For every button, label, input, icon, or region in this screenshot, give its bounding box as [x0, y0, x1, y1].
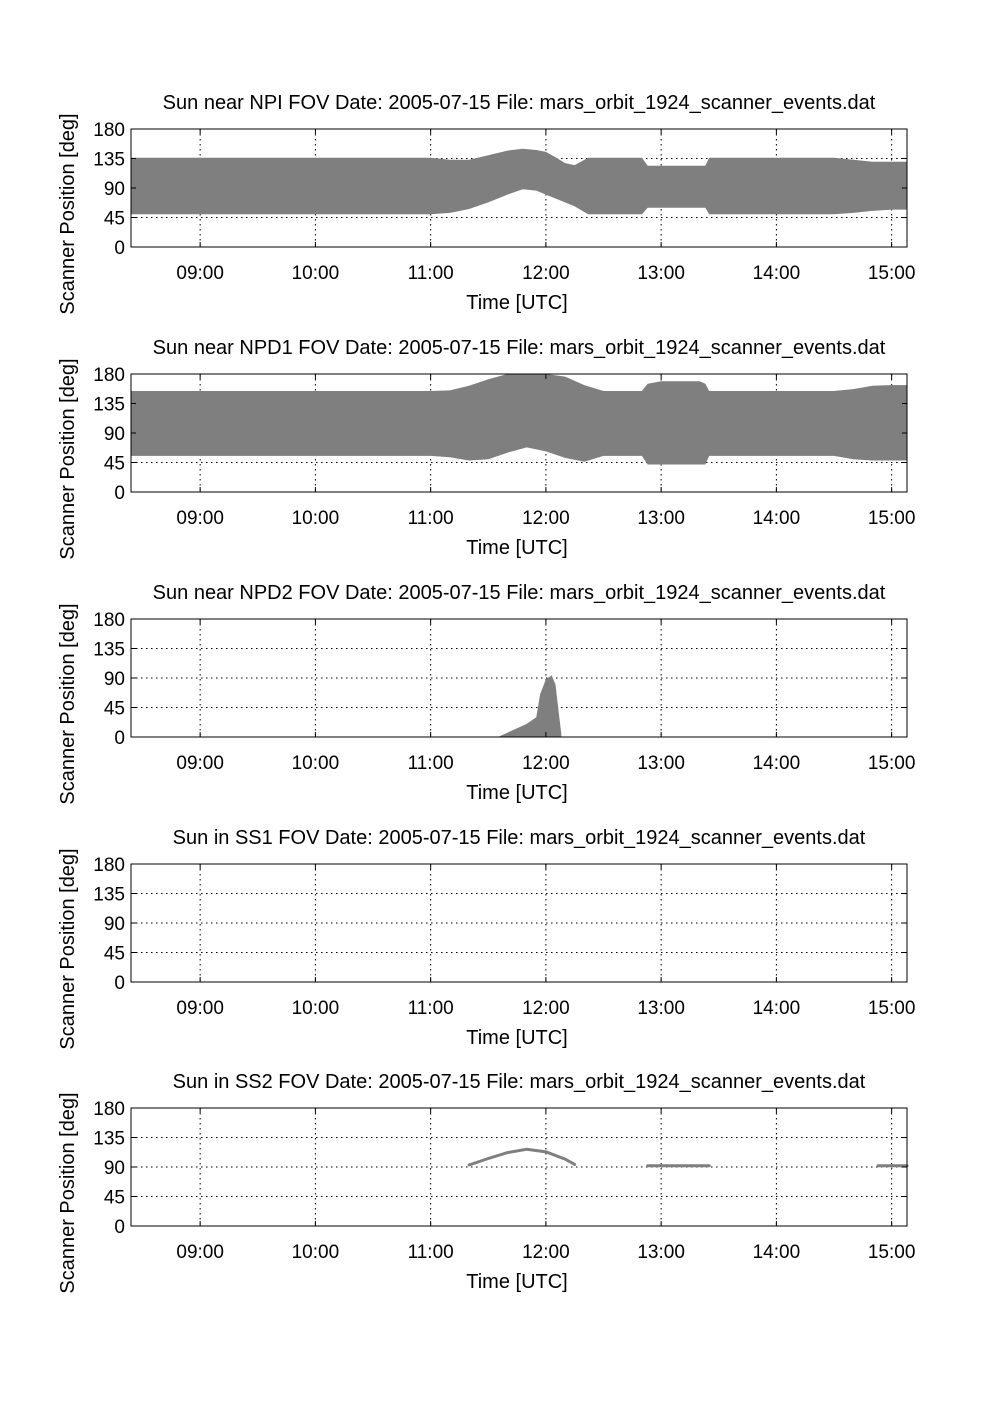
x-tick-label: 14:00: [753, 508, 801, 529]
x-tick-label: 15:00: [868, 753, 916, 774]
x-tick-label: 11:00: [408, 263, 454, 284]
chart-panel-3: Sun near NPD2 FOV Date: 2005-07-15 File:…: [57, 582, 915, 805]
x-tick-label: 15:00: [868, 998, 916, 1019]
y-tick-label: 90: [104, 424, 125, 445]
y-tick-label: 135: [93, 885, 125, 906]
x-axis-label: Time [UTC]: [466, 1027, 567, 1049]
y-tick-label: 180: [93, 120, 125, 141]
y-tick-label: 0: [114, 238, 125, 259]
data-area-series-1: [131, 148, 907, 215]
x-tick-label: 15:00: [868, 1242, 916, 1263]
y-tick-label: 45: [104, 699, 125, 720]
y-tick-label: 180: [93, 1099, 125, 1120]
chart-panel-5: Sun in SS2 FOV Date: 2005-07-15 File: ma…: [57, 1071, 915, 1294]
y-tick-label: 180: [93, 855, 125, 876]
x-tick-label: 11:00: [408, 998, 454, 1019]
x-tick-label: 11:00: [408, 508, 454, 529]
x-tick-label: 14:00: [753, 1242, 801, 1263]
x-tick-label: 13:00: [637, 263, 685, 284]
chart-panel-4: Sun in SS1 FOV Date: 2005-07-15 File: ma…: [57, 827, 915, 1050]
x-tick-label: 10:00: [292, 998, 340, 1019]
y-tick-label: 0: [114, 483, 125, 504]
x-tick-label: 13:00: [637, 753, 685, 774]
x-tick-label: 11:00: [408, 1242, 454, 1263]
x-tick-label: 09:00: [176, 998, 224, 1019]
y-axis-label: Scanner Position [deg]: [57, 358, 79, 559]
x-tick-label: 09:00: [176, 753, 224, 774]
x-tick-label: 09:00: [176, 508, 224, 529]
x-tick-label: 09:00: [176, 263, 224, 284]
x-tick-label: 15:00: [868, 263, 916, 284]
x-axis-label: Time [UTC]: [466, 537, 567, 559]
y-tick-label: 90: [104, 179, 125, 200]
y-tick-label: 0: [114, 728, 125, 749]
x-tick-label: 10:00: [292, 1242, 340, 1263]
x-tick-label: 12:00: [522, 263, 570, 284]
chart-title: Sun near NPD1 FOV Date: 2005-07-15 File:…: [153, 337, 886, 359]
y-tick-label: 135: [93, 395, 125, 416]
chart-title: Sun near NPD2 FOV Date: 2005-07-15 File:…: [153, 582, 886, 604]
y-tick-label: 45: [104, 454, 125, 475]
x-tick-label: 14:00: [753, 753, 801, 774]
x-tick-label: 12:00: [522, 998, 570, 1019]
x-axis-label: Time [UTC]: [466, 782, 567, 804]
y-tick-label: 45: [104, 944, 125, 965]
x-tick-label: 10:00: [292, 263, 340, 284]
x-tick-label: 12:00: [522, 753, 570, 774]
chart-title: Sun in SS1 FOV Date: 2005-07-15 File: ma…: [173, 827, 866, 849]
chart-panel-1: Sun near NPI FOV Date: 2005-07-15 File: …: [57, 92, 915, 315]
x-tick-label: 12:00: [522, 508, 570, 529]
y-tick-label: 0: [114, 1217, 125, 1238]
y-tick-label: 180: [93, 610, 125, 631]
y-axis-label: Scanner Position [deg]: [57, 113, 79, 314]
data-line-series-1: [467, 1147, 577, 1167]
y-tick-label: 135: [93, 150, 125, 171]
data-area-series-1: [131, 374, 907, 465]
chart-title: Sun in SS2 FOV Date: 2005-07-15 File: ma…: [173, 1071, 866, 1093]
y-tick-label: 180: [93, 365, 125, 386]
y-axis-label: Scanner Position [deg]: [57, 848, 79, 1049]
data-area-series-1: [497, 675, 562, 737]
y-tick-label: 90: [104, 914, 125, 935]
x-axis-label: Time [UTC]: [466, 292, 567, 314]
y-tick-label: 135: [93, 1129, 125, 1150]
x-tick-label: 15:00: [868, 508, 916, 529]
x-tick-label: 09:00: [176, 1242, 224, 1263]
y-tick-label: 90: [104, 1158, 125, 1179]
y-tick-label: 45: [104, 209, 125, 230]
x-tick-label: 10:00: [292, 753, 340, 774]
x-tick-label: 10:00: [292, 508, 340, 529]
x-tick-label: 14:00: [753, 998, 801, 1019]
x-axis-label: Time [UTC]: [466, 1271, 567, 1293]
y-axis-label: Scanner Position [deg]: [57, 1092, 79, 1293]
x-tick-label: 13:00: [637, 508, 685, 529]
y-tick-label: 90: [104, 669, 125, 690]
x-tick-label: 13:00: [637, 998, 685, 1019]
y-tick-label: 45: [104, 1188, 125, 1209]
chart-title: Sun near NPI FOV Date: 2005-07-15 File: …: [163, 92, 876, 114]
y-axis-label: Scanner Position [deg]: [57, 603, 79, 804]
x-tick-label: 14:00: [753, 263, 801, 284]
chart-panel-2: Sun near NPD1 FOV Date: 2005-07-15 File:…: [57, 337, 915, 560]
x-tick-label: 13:00: [637, 1242, 685, 1263]
y-tick-label: 135: [93, 640, 125, 661]
x-tick-label: 11:00: [408, 753, 454, 774]
y-tick-label: 0: [114, 973, 125, 994]
x-tick-label: 12:00: [522, 1242, 570, 1263]
